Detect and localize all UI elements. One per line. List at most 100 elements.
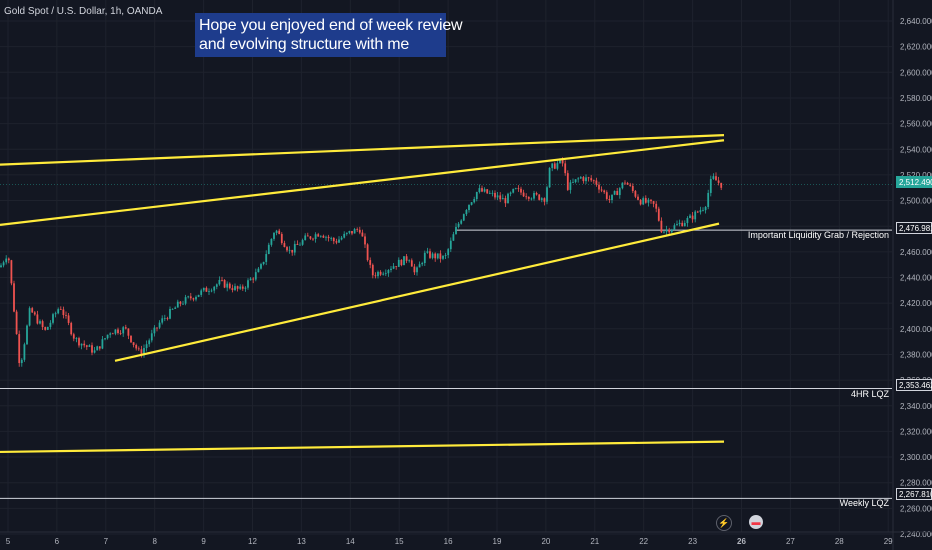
candle-body [702, 210, 704, 211]
candle-body [2, 262, 5, 266]
candle-body [613, 190, 616, 195]
candle-body [239, 286, 242, 289]
candle-body [603, 190, 606, 193]
candle-body [20, 359, 23, 364]
candle-body [470, 202, 473, 205]
candle-body [5, 258, 8, 263]
candle-body [49, 322, 52, 327]
candle-body [366, 244, 369, 261]
candle-body [512, 188, 515, 193]
time-tick-label: 22 [639, 537, 648, 546]
candle-body [468, 204, 470, 211]
candle-body [78, 338, 80, 346]
callout-note[interactable]: Hope you enjoyed end of week review and … [195, 13, 463, 57]
price-tick-label: 2,520.000 [900, 171, 932, 180]
trendline[interactable] [114, 222, 720, 362]
candle-body [657, 208, 660, 221]
candle-body [127, 328, 130, 336]
liquidity-annotation: Important Liquidity Grab / Rejection [747, 230, 889, 240]
candle-body [332, 237, 335, 242]
candle-body [608, 198, 611, 201]
candle-body [65, 315, 67, 316]
price-tick-label: 2,420.000 [900, 299, 932, 308]
price-tick-label: 2,380.000 [900, 350, 932, 359]
candle-body [80, 343, 83, 346]
candle-body [267, 244, 270, 255]
candle-body [546, 187, 548, 202]
candle-body [475, 191, 478, 200]
candle-body [361, 232, 364, 237]
candle-body [447, 249, 450, 256]
candle-body [228, 283, 231, 289]
candle-body [644, 198, 647, 203]
candles [0, 157, 723, 367]
price-axis[interactable]: 2,640.000 2,620.000 2,600.000 2,580.000 2,56… [892, 0, 932, 550]
candle-body [10, 260, 13, 284]
lqz-weekly-annotation: Weekly LQZ [839, 498, 889, 508]
candle-body [26, 325, 28, 345]
candle-body [460, 220, 463, 224]
candle-body [462, 214, 465, 221]
candle-body [595, 180, 598, 185]
candle-body [57, 309, 60, 314]
candle-body [611, 194, 613, 201]
candle-body [660, 220, 663, 233]
candle-body [691, 215, 694, 220]
candle-body [465, 210, 468, 215]
price-tick-label: 2,240.000 [900, 530, 932, 539]
time-tick-label: 23 [688, 537, 697, 546]
candle-body [314, 234, 317, 240]
candle-body [444, 255, 447, 256]
candle-body [405, 256, 408, 261]
candle-body [499, 195, 502, 200]
trendline[interactable] [0, 139, 725, 227]
candle-body [525, 196, 528, 198]
candle-body [317, 234, 320, 237]
flag-icon[interactable]: ▬ [749, 515, 763, 529]
candle-body [291, 249, 294, 253]
time-tick-label: 5 [6, 537, 11, 546]
candle-body [270, 238, 273, 245]
trendlines[interactable] [0, 134, 725, 454]
lightning-icon[interactable]: ⚡ [716, 515, 732, 531]
candle-body [7, 258, 10, 261]
trendline[interactable] [0, 134, 725, 166]
candle-body [280, 233, 283, 244]
candle-body [626, 182, 629, 185]
candle-body [296, 243, 299, 245]
candle-body [587, 177, 590, 179]
candle-body [148, 340, 151, 345]
candle-body [23, 344, 26, 360]
candle-body [143, 348, 145, 356]
lqz-weekly-price-tag: 2,267.810 [896, 488, 932, 500]
candle-body [699, 210, 702, 213]
candle-body [676, 224, 678, 226]
candle-body [647, 199, 650, 203]
candle-body [559, 158, 561, 164]
candle-body [234, 286, 236, 291]
candle-body [624, 182, 626, 184]
candle-body [140, 349, 143, 356]
time-axis[interactable]: 5 6 7 8 9 12 13 14 15 16 19 20 21 22 23 26 27 28 29 [0, 531, 932, 546]
candle-body [135, 345, 138, 349]
candle-body [223, 279, 226, 288]
candle-body [543, 198, 546, 202]
candle-body [275, 230, 278, 233]
candle-body [683, 223, 686, 227]
candle-body [582, 177, 585, 182]
candle-body [174, 307, 177, 309]
candle-body [574, 179, 577, 183]
candle-body [72, 334, 75, 339]
candle-body [15, 311, 18, 335]
candle-body [351, 230, 353, 234]
candle-body [122, 327, 125, 334]
candle-body [132, 342, 135, 346]
candle-body [371, 264, 374, 276]
trendline[interactable] [0, 440, 725, 454]
liquidity-price-tag: 2,476.981 [896, 222, 932, 234]
candle-body [192, 298, 195, 300]
candle-body [70, 322, 73, 335]
candle-body [117, 329, 119, 334]
price-tick-label: 2,460.000 [900, 248, 932, 257]
